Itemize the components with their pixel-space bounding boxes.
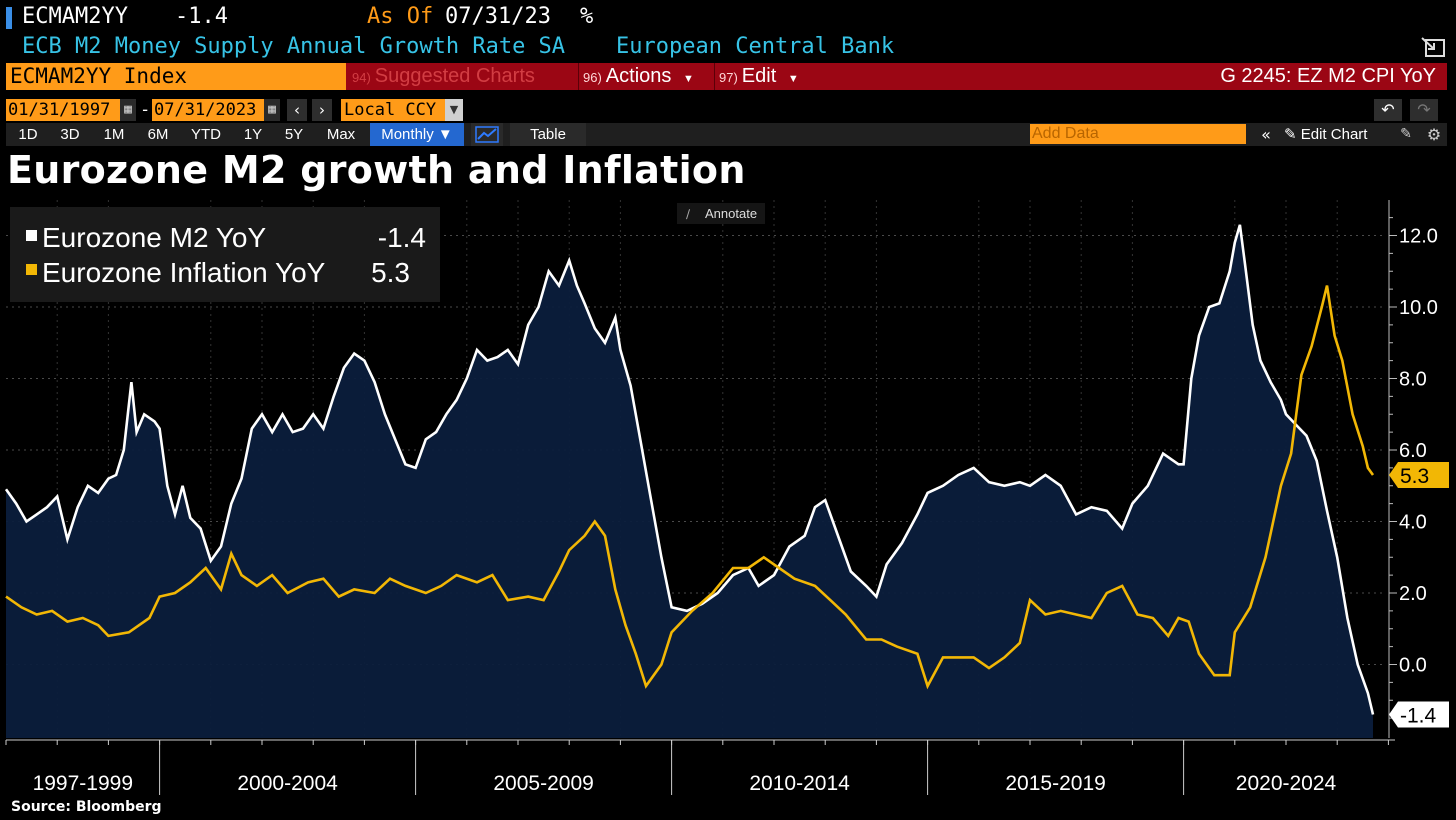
period-1y[interactable]: 1Y <box>243 126 263 143</box>
actions-dropdown-icon: ▼ <box>682 73 694 85</box>
period-1d[interactable]: 1D <box>18 126 38 143</box>
y-tick-label: 4.0 <box>1399 512 1427 534</box>
unit-label: % <box>580 4 594 29</box>
period-6m[interactable]: 6M <box>147 126 169 143</box>
collapse-icon[interactable]: « <box>1261 125 1271 144</box>
annotate-pencil-icon: ∕ <box>686 207 691 221</box>
last-value-tag-inflation <box>1389 462 1449 489</box>
redo-icon[interactable]: ↷ <box>1410 99 1438 121</box>
x-tick-label: 2010-2014 <box>749 772 850 795</box>
last-value: -1.4 <box>175 4 228 29</box>
chart-id: G 2245: EZ M2 CPI YoY <box>1220 65 1436 87</box>
legend-swatch-inflation <box>26 264 37 275</box>
y-tick-label: 12.0 <box>1399 226 1438 248</box>
date-separator: - <box>140 100 151 120</box>
pencil-icon: ✎ <box>1284 126 1297 143</box>
edit-number: 97) <box>719 70 738 85</box>
last-value-label-m2: -1.4 <box>1400 705 1437 728</box>
security-header: ECMAM2YY -1.4 As Of 07/31/23 % <box>0 4 1456 32</box>
actions-label: Actions <box>605 65 672 87</box>
y-tick-label: 2.0 <box>1399 583 1427 605</box>
period-3d[interactable]: 3D <box>60 126 80 143</box>
source-footer: Source: Bloomberg <box>11 799 162 815</box>
series-line-inflation <box>5 285 1375 690</box>
legend-label-inflation: Eurozone Inflation YoY <box>42 257 326 288</box>
start-calendar-icon[interactable]: ▦ <box>120 99 136 121</box>
legend-box <box>10 207 440 302</box>
currency-dropdown-icon[interactable]: ▼ <box>445 99 463 121</box>
annotate-label: Annotate <box>705 206 757 221</box>
period-1m[interactable]: 1M <box>103 126 125 143</box>
legend-swatch-m2 <box>26 230 37 241</box>
period-ytd[interactable]: YTD <box>191 126 221 143</box>
annotate-button[interactable] <box>677 203 765 224</box>
edit-chart-label: Edit Chart <box>1300 126 1368 143</box>
last-value-tag-m2 <box>1389 701 1449 728</box>
legend-value-m2: -1.4 <box>378 222 426 253</box>
suggested-charts-button[interactable]: 94) Suggested Charts <box>352 63 570 90</box>
edit-dropdown-icon: ▼ <box>787 73 799 85</box>
x-tick-label: 2005-2009 <box>493 772 593 795</box>
last-value-labels: 5.3 -1.4 <box>1389 462 1449 728</box>
line-chart-icon-graphic <box>475 126 499 143</box>
security-description: ECB M2 Money Supply Annual Growth Rate S… <box>22 34 566 59</box>
prev-period-icon[interactable]: ‹ <box>287 99 307 121</box>
as-of-date: 07/31/23 <box>445 4 551 29</box>
chart-title: Eurozone M2 growth and Inflation <box>7 148 746 192</box>
legend-value-inflation: 5.3 <box>371 257 410 288</box>
period-max[interactable]: Max <box>326 126 356 143</box>
actions-number: 96) <box>583 70 602 85</box>
m2-area-fill <box>6 224 1373 739</box>
y-tick-label: 10.0 <box>1399 297 1438 319</box>
suggested-charts-label: Suggested Charts <box>374 65 535 87</box>
end-calendar-icon[interactable]: ▦ <box>264 99 280 121</box>
edit-settings-icon[interactable]: ✎ <box>1400 126 1412 142</box>
y-axis: 12.0 10.0 8.0 6.0 4.0 2.0 0.0 <box>1388 200 1438 738</box>
y-tick-label: 8.0 <box>1399 369 1427 391</box>
next-period-icon[interactable]: › <box>312 99 332 121</box>
security-marker <box>6 7 12 29</box>
frequency-select[interactable]: Monthly ▼ <box>370 123 464 146</box>
edit-chart-button[interactable]: ✎ Edit Chart <box>1284 123 1394 146</box>
y-tick-label: 6.0 <box>1399 440 1427 462</box>
actions-menu[interactable]: 96) Actions ▼ <box>578 63 711 90</box>
edit-label: Edit <box>741 65 777 87</box>
x-tick-label: 2015-2019 <box>1005 772 1105 795</box>
series-line-m2 <box>4 224 1375 715</box>
x-tick-label: 2000-2004 <box>237 772 338 795</box>
suggested-charts-number: 94) <box>352 70 371 85</box>
x-tick-label: 1997-1999 <box>33 772 133 795</box>
last-value-label-inflation: 5.3 <box>1400 465 1429 488</box>
index-field[interactable]: ECMAM2YY Index <box>6 63 346 90</box>
end-date-input[interactable]: 07/31/2023 <box>152 99 264 121</box>
undo-icon[interactable]: ↶ <box>1374 99 1402 121</box>
y-tick-label: 0.0 <box>1399 655 1427 677</box>
as-of-label: As Of <box>367 4 434 29</box>
x-axis: 1997-1999 2000-2004 2005-2009 2010-2014 2015… <box>5 739 1395 795</box>
table-button[interactable]: Table <box>510 123 586 146</box>
period-5y[interactable]: 5Y <box>284 126 304 143</box>
x-tick-label: 2020-2024 <box>1236 772 1337 795</box>
currency-select[interactable]: Local CCY <box>341 99 463 121</box>
ticker[interactable]: ECMAM2YY <box>22 4 128 29</box>
add-data-input[interactable]: Add Data <box>1030 124 1246 144</box>
popout-icon[interactable] <box>1420 36 1448 60</box>
legend-label-m2: Eurozone M2 YoY <box>42 222 266 253</box>
line-chart-icon[interactable] <box>471 123 503 146</box>
data-source: European Central Bank <box>616 34 895 59</box>
edit-menu[interactable]: 97) Edit ▼ <box>714 63 817 90</box>
start-date-input[interactable]: 01/31/1997 <box>6 99 120 121</box>
gear-icon[interactable]: ⚙ <box>1426 125 1442 144</box>
security-description-row: ECB M2 Money Supply Annual Growth Rate S… <box>0 34 1456 62</box>
